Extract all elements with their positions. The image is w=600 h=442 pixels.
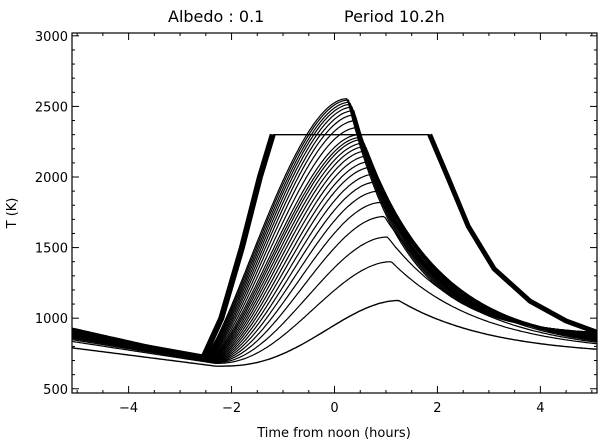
temperature-curve-24 <box>72 101 597 359</box>
y-tick-label: 1000 <box>35 312 68 327</box>
temperature-curve-1 <box>72 299 597 367</box>
chart-title-albedo: Albedo : 0.1 <box>168 7 264 26</box>
temperature-curve-2 <box>72 261 597 364</box>
x-tick-label: −2 <box>222 401 241 416</box>
y-tick-label: 500 <box>43 383 68 398</box>
dense-rise-band <box>200 133 276 359</box>
temperature-curve-26 <box>72 98 597 359</box>
temperature-curve-9 <box>72 166 597 362</box>
temperature-curve-6 <box>72 190 597 363</box>
x-tick-label: 2 <box>433 401 441 416</box>
temperature-curve-11 <box>72 155 597 361</box>
temperature-curve-13 <box>72 146 597 361</box>
curves-layer <box>72 98 597 367</box>
y-tick-label: 3000 <box>35 30 68 45</box>
chart-title-period: Period 10.2h <box>344 7 445 26</box>
temperature-curve-12 <box>72 150 597 361</box>
temperature-curve-5 <box>72 201 597 363</box>
dense-night-band <box>72 330 204 360</box>
temperature-curve-7 <box>72 181 597 362</box>
x-tick-label: 4 <box>536 401 544 416</box>
y-axis: 500 1000 1500 2000 2500 3000 <box>35 30 597 398</box>
y-tick-label: 1500 <box>35 242 68 257</box>
dense-decay-band <box>427 133 597 335</box>
x-axis-label: Time from noon (hours) <box>256 426 411 441</box>
y-tick-label: 2000 <box>35 171 68 186</box>
temperature-curve-3 <box>72 236 597 364</box>
y-tick-label: 2500 <box>35 100 68 115</box>
x-axis: −4 −2 0 2 4 <box>76 33 593 416</box>
x-tick-label: 0 <box>330 401 338 416</box>
x-tick-label: −4 <box>119 401 138 416</box>
y-axis-label: T (K) <box>5 198 20 230</box>
plot-frame <box>71 32 598 394</box>
